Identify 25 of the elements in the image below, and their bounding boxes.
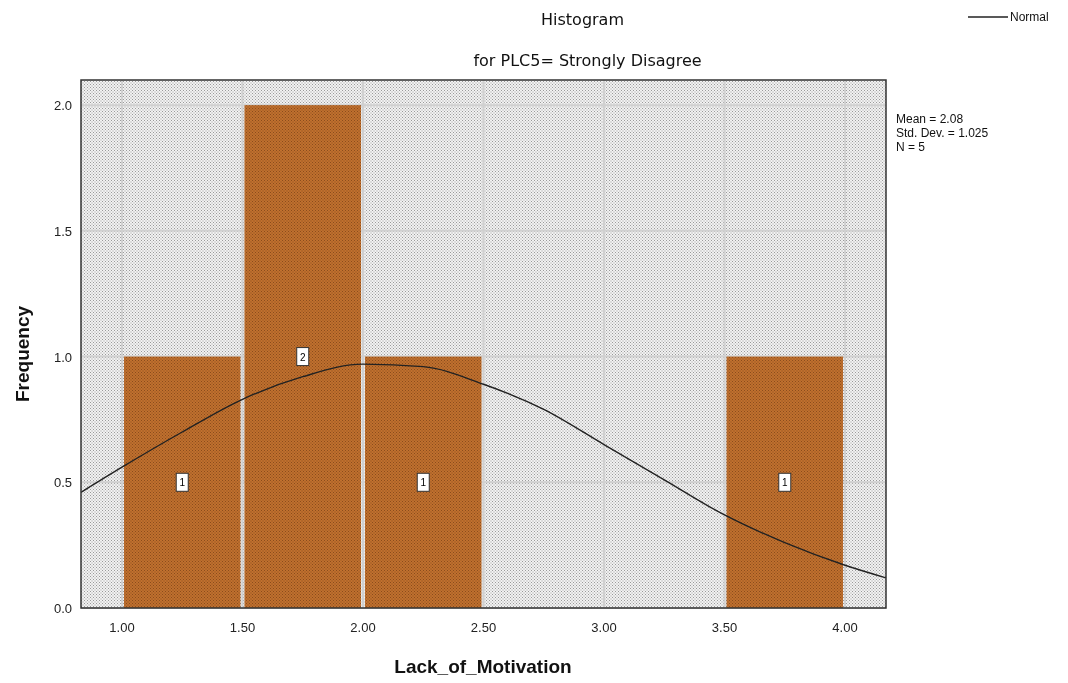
text: N = 5 [896,140,926,154]
x-tick-label: 1.00 [109,620,135,635]
text: Std. Dev. = 1.025 [896,126,989,140]
y-axis-title: Frequency [12,305,33,403]
x-tick-label: 1.50 [229,620,256,635]
chart-title: Histogram [541,10,624,29]
data-label: 1 [781,477,788,489]
legend-label: Normal [1010,10,1049,24]
x-tick-label: 2.50 [470,620,497,635]
y-tick-label: 2.0 [53,98,72,114]
text: Mean = 2.08 [896,112,964,126]
y-tick-label: 0.5 [53,475,72,491]
y-tick-label: 1.0 [53,349,72,365]
data-label: 1 [179,477,186,489]
data-label: 2 [299,351,306,363]
x-tick-label: 2.00 [350,620,376,635]
line-series [80,363,887,579]
data-label: 1 [420,477,427,489]
chart-subtitle: for PLC5= Strongly Disagree [473,51,702,70]
x-tick-label: 3.00 [591,620,617,635]
y-tick-label: 1.5 [53,223,72,239]
x-tick-label: 4.00 [832,620,858,635]
x-axis-title: Lack_of_Motivation [394,656,572,677]
y-tick-label: 0.0 [53,601,72,616]
x-tick-label: 3.50 [711,620,738,635]
